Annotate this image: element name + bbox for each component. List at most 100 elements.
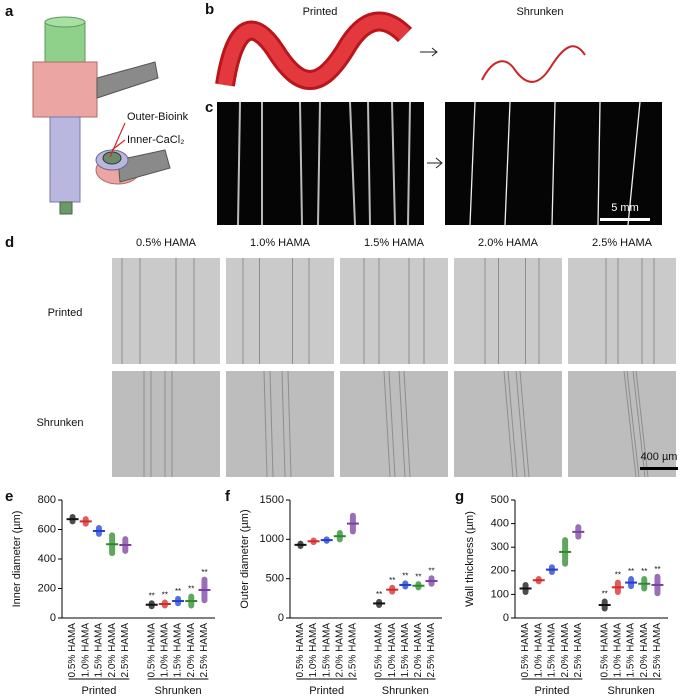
column-header: 2.5% HAMA bbox=[592, 237, 653, 249]
panel-label: b bbox=[205, 1, 214, 18]
y-tick-label: 0 bbox=[50, 612, 56, 624]
micrograph bbox=[340, 258, 448, 364]
category-label: 2.5% HAMA bbox=[348, 623, 359, 678]
y-axis-label: Inner diameter (µm) bbox=[11, 511, 23, 608]
significance: ** bbox=[428, 566, 434, 575]
fiber-edge bbox=[398, 370, 406, 478]
category-label: 2.0% HAMA bbox=[639, 623, 650, 678]
fiber-edge bbox=[281, 370, 286, 478]
category-label: 1.0% HAMA bbox=[613, 623, 624, 678]
micrograph bbox=[568, 258, 676, 364]
arrow bbox=[420, 47, 438, 57]
group-label: Printed bbox=[82, 685, 117, 697]
fiber-edge bbox=[263, 370, 268, 478]
category-label: 1.0% HAMA bbox=[80, 623, 91, 678]
y-axis-label: Outer diameter (µm) bbox=[239, 509, 251, 608]
category-label: 0.5% HAMA bbox=[520, 623, 531, 678]
group-label: Shrunken bbox=[382, 685, 429, 697]
row-label: Shrunken bbox=[36, 417, 83, 429]
label-inner: Inner-CaCl₂ bbox=[127, 134, 184, 146]
y-tick-label: 0 bbox=[503, 612, 509, 624]
category-label: 2.0% HAMA bbox=[560, 623, 571, 678]
micrograph bbox=[112, 371, 220, 477]
y-tick-label: 800 bbox=[38, 494, 56, 506]
label-shrunken: Shrunken bbox=[516, 6, 563, 18]
significance: ** bbox=[602, 590, 608, 599]
group-label: Shrunken bbox=[608, 685, 655, 697]
fiber-edge bbox=[383, 370, 391, 478]
y-tick-label: 100 bbox=[491, 588, 509, 600]
panel-label: c bbox=[205, 99, 213, 116]
category-label: 0.5% HAMA bbox=[146, 623, 157, 678]
label-outer: Outer-Bioink bbox=[127, 111, 189, 123]
category-label: 1.0% HAMA bbox=[160, 623, 171, 678]
significance: ** bbox=[415, 572, 421, 581]
fiber-edge bbox=[626, 370, 640, 478]
column-header: 2.0% HAMA bbox=[478, 237, 539, 249]
significance: ** bbox=[641, 567, 647, 576]
category-label: 2.0% HAMA bbox=[186, 623, 197, 678]
category-label: 0.5% HAMA bbox=[67, 623, 78, 678]
micrograph bbox=[112, 258, 220, 364]
category-label: 1.5% HAMA bbox=[94, 623, 105, 678]
scale-bar-label: 400 µm bbox=[641, 451, 678, 463]
column-header: 1.0% HAMA bbox=[250, 237, 311, 249]
micrograph bbox=[226, 258, 334, 364]
panel-label: f bbox=[225, 488, 231, 505]
arrow bbox=[427, 157, 443, 169]
category-label: 0.5% HAMA bbox=[374, 623, 385, 678]
y-tick-label: 300 bbox=[491, 541, 509, 553]
image-printed bbox=[217, 101, 424, 226]
panel-label: a bbox=[5, 3, 14, 20]
micrograph bbox=[568, 371, 676, 477]
category-label: 2.5% HAMA bbox=[426, 623, 437, 678]
column-header: 1.5% HAMA bbox=[364, 237, 425, 249]
scale-bar bbox=[640, 467, 678, 470]
group-label: Printed bbox=[309, 685, 344, 697]
y-tick-label: 500 bbox=[266, 573, 284, 585]
y-tick-label: 0 bbox=[278, 612, 284, 624]
label-printed: Printed bbox=[303, 6, 338, 18]
y-tick-label: 500 bbox=[491, 494, 509, 506]
panel-label: d bbox=[5, 234, 14, 251]
fiber-edge bbox=[287, 370, 292, 478]
significance: ** bbox=[615, 571, 621, 580]
category-label: 2.0% HAMA bbox=[107, 623, 118, 678]
column-header: 0.5% HAMA bbox=[136, 237, 197, 249]
significance: ** bbox=[175, 587, 181, 596]
y-tick-label: 400 bbox=[38, 553, 56, 565]
micrograph bbox=[226, 371, 334, 477]
category-label: 2.5% HAMA bbox=[199, 623, 210, 678]
fiber-edge bbox=[503, 370, 514, 478]
y-tick-label: 600 bbox=[38, 523, 56, 535]
panel-label: e bbox=[5, 488, 13, 505]
printed-tube-highlight bbox=[218, 14, 410, 87]
y-tick-label: 1000 bbox=[260, 533, 284, 545]
fiber-edge bbox=[388, 370, 396, 478]
category-label: 1.5% HAMA bbox=[626, 623, 637, 678]
fiber-edge bbox=[623, 370, 637, 478]
y-axis-label: Wall thickness (µm) bbox=[464, 511, 476, 607]
significance: ** bbox=[162, 591, 168, 600]
category-label: 2.5% HAMA bbox=[120, 623, 131, 678]
row-label: Printed bbox=[48, 307, 83, 319]
fiber-edge bbox=[269, 370, 274, 478]
category-label: 1.5% HAMA bbox=[547, 623, 558, 678]
category-label: 0.5% HAMA bbox=[295, 623, 306, 678]
significance: ** bbox=[654, 565, 660, 574]
shrunken-tube bbox=[481, 45, 586, 83]
fiber-edge bbox=[632, 370, 646, 478]
category-label: 0.5% HAMA bbox=[599, 623, 610, 678]
fiber-edge bbox=[403, 370, 411, 478]
category-label: 1.0% HAMA bbox=[387, 623, 398, 678]
fiber-edge bbox=[515, 370, 526, 478]
significance: ** bbox=[402, 571, 408, 580]
category-label: 1.5% HAMA bbox=[321, 623, 332, 678]
category-label: 2.0% HAMA bbox=[334, 623, 345, 678]
significance: ** bbox=[376, 590, 382, 599]
group-label: Printed bbox=[535, 685, 570, 697]
y-tick-label: 400 bbox=[491, 518, 509, 530]
group-label: Shrunken bbox=[155, 685, 202, 697]
